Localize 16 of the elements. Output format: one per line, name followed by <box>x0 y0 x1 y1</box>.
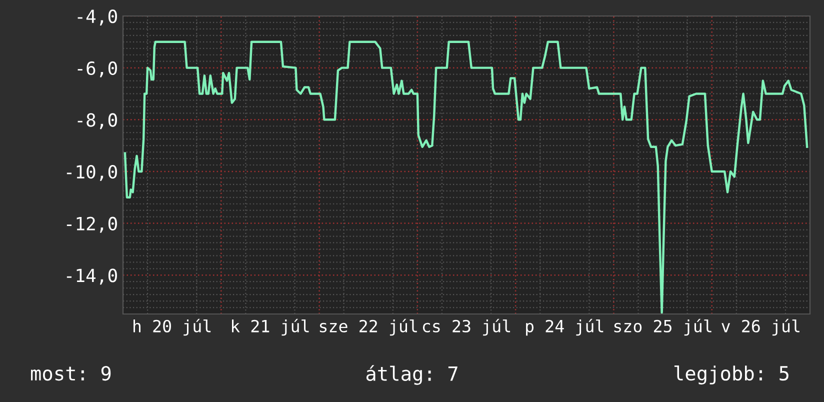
y-tick-label: -12,0 <box>66 216 117 233</box>
text: átlag: 7 <box>366 365 458 385</box>
x-tick-label: p 24 júl <box>526 318 604 336</box>
x-tick-label: v 26 júl <box>722 318 800 336</box>
x-tick-label: szo 25 júl <box>614 318 712 336</box>
x-tick-label: k 21 júl <box>232 318 309 336</box>
x-tick-label: sze 22 júl <box>320 318 417 336</box>
y-tick-label: -4,0 <box>78 10 117 26</box>
x-tick-label: h 20 júl <box>134 318 211 336</box>
text: most: 9 <box>31 366 111 381</box>
y-tick-label: -14,0 <box>66 268 117 285</box>
x-tick-label: cs 23 júl <box>422 318 510 336</box>
y-tick-label: -6,0 <box>78 61 117 78</box>
text: legjobb: 5 <box>674 365 788 385</box>
y-tick-label: -8,0 <box>78 113 117 130</box>
y-tick-label: -10,0 <box>66 164 117 181</box>
